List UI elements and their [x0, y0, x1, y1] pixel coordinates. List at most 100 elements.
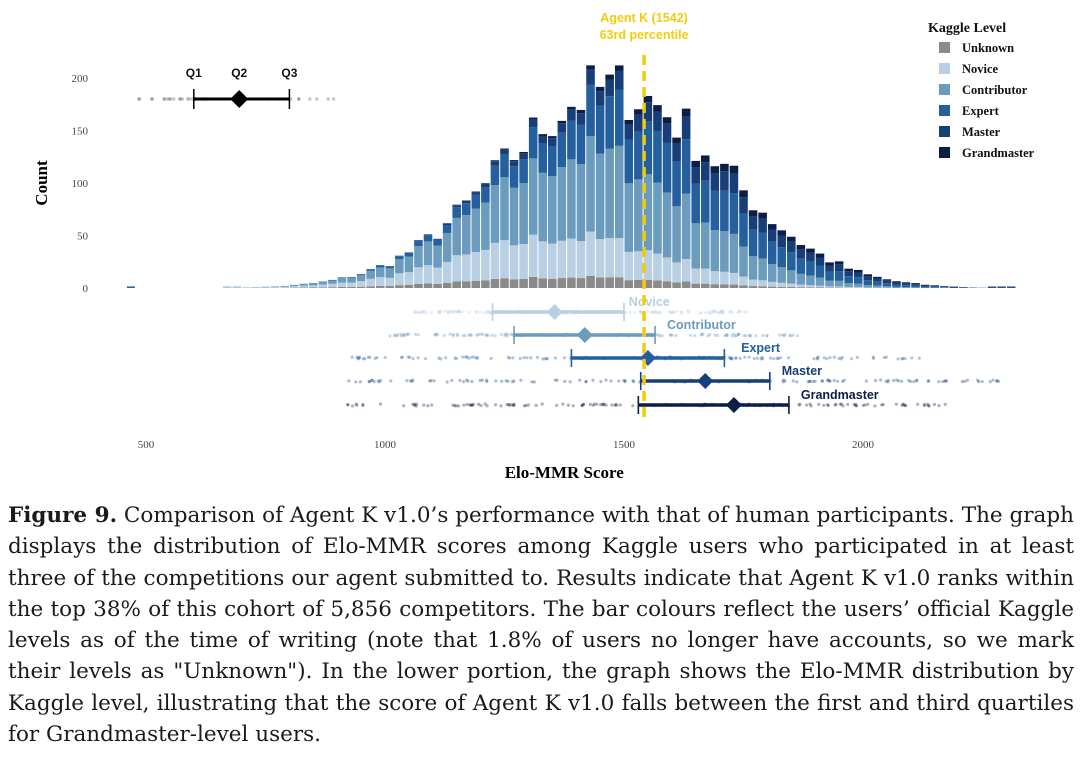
- histogram-bar-expert: [825, 271, 834, 281]
- boxplot-point-grandmaster: [922, 402, 926, 407]
- boxplot-point-contributor: [478, 332, 482, 336]
- histogram-bar-grandmaster: [748, 210, 758, 217]
- histogram-bar-unknown: [452, 281, 461, 288]
- boxplot-point-expert: [903, 356, 907, 361]
- histogram-bar-contributor: [337, 278, 347, 283]
- boxplot-point-grandmaster: [926, 403, 931, 408]
- boxplot-point-master: [884, 379, 888, 384]
- histogram-bar-expert: [605, 96, 614, 149]
- histogram-bar-unknown: [548, 278, 557, 288]
- boxplot-point-novice: [486, 310, 490, 314]
- boxplot-point-master: [912, 380, 916, 384]
- boxplot-point-novice: [412, 310, 416, 314]
- histogram-bar-novice: [787, 283, 796, 287]
- boxplot-point-expert: [775, 356, 779, 360]
- histogram-bar-contributor: [758, 258, 767, 281]
- boxplot-point-grandmaster: [507, 402, 511, 407]
- boxplot-point-contributor: [484, 333, 488, 337]
- boxplot-point-master: [584, 380, 588, 384]
- boxplot-point-contributor: [493, 334, 497, 338]
- boxplot-point-master: [347, 379, 351, 383]
- histogram-bar-master: [500, 149, 509, 155]
- boxplot-point-contributor: [416, 333, 420, 337]
- histogram-bar-unknown: [347, 286, 356, 288]
- histogram-bar-expert: [939, 287, 949, 288]
- histogram-bar-contributor: [232, 286, 242, 288]
- boxplot-point-expert: [760, 355, 764, 359]
- histogram-bar-expert: [844, 276, 853, 284]
- histogram-bar-contributor: [347, 277, 356, 283]
- histogram-bar-novice: [662, 257, 672, 282]
- overall-point: [169, 97, 173, 101]
- boxplot-point-novice: [672, 310, 676, 315]
- histogram-bar-contributor: [280, 285, 289, 287]
- boxplot-point-master: [599, 379, 603, 384]
- boxplot-point-expert: [855, 355, 859, 359]
- histogram-bar-master: [662, 123, 672, 143]
- boxplot-point-grandmaster: [457, 404, 461, 408]
- boxplot-point-novice: [485, 310, 489, 314]
- histogram-bar-unknown: [662, 281, 672, 288]
- boxplot-point-novice: [707, 310, 711, 315]
- boxplot-point-contributor: [761, 333, 765, 338]
- boxplot-point-novice: [420, 310, 424, 315]
- histogram-bar-expert: [423, 235, 433, 242]
- boxplot-median-marker-contributor: [576, 327, 593, 343]
- histogram-bar-grandmaster: [605, 74, 614, 80]
- histogram-bar-contributor: [681, 193, 691, 259]
- boxplot-point-novice: [489, 311, 493, 315]
- boxplot-point-master: [841, 379, 845, 384]
- histogram-bar-novice: [280, 286, 289, 288]
- boxplot-point-master: [943, 379, 947, 383]
- boxplot-point-novice: [728, 309, 732, 313]
- histogram-bar-master: [787, 241, 796, 253]
- boxplot-point-contributor: [765, 334, 769, 338]
- level-label-expert: Expert: [741, 341, 781, 355]
- boxplot-point-grandmaster: [483, 402, 487, 406]
- histogram-bar-novice: [739, 276, 748, 286]
- boxplot-point-contributor: [733, 334, 737, 338]
- histogram-bar-expert: [490, 165, 500, 186]
- boxplot-point-master: [553, 378, 557, 382]
- histogram-bar-expert: [519, 159, 528, 183]
- histogram-bar-contributor: [452, 217, 461, 256]
- boxplot-point-master: [963, 379, 967, 383]
- histogram-bar-expert: [509, 166, 519, 188]
- boxplot-point-contributor: [747, 334, 752, 338]
- boxplot-point-master: [450, 378, 454, 383]
- histogram-bar-grandmaster: [930, 285, 939, 286]
- boxplot-point-grandmaster: [873, 404, 877, 408]
- histogram-bar-expert: [404, 253, 414, 257]
- histogram-bar-unknown: [787, 286, 796, 288]
- histogram-bar-grandmaster: [853, 269, 863, 273]
- histogram-bar-expert: [815, 265, 825, 278]
- histogram-bar-grandmaster: [882, 279, 892, 281]
- histogram-bar-unknown: [643, 279, 653, 288]
- boxplot-point-grandmaster: [901, 403, 906, 407]
- histogram-bar-novice: [261, 287, 270, 288]
- boxplot-point-novice: [454, 310, 459, 314]
- boxplot-point-novice: [650, 310, 654, 314]
- boxplot-point-contributor: [399, 334, 403, 338]
- boxplot-point-grandmaster: [430, 403, 434, 407]
- boxplot-median-marker-master: [697, 373, 714, 389]
- boxplot-point-contributor: [744, 334, 748, 338]
- boxplot-point-master: [532, 380, 536, 384]
- boxplot-point-contributor: [405, 332, 409, 336]
- boxplot-point-expert: [545, 357, 549, 361]
- histogram-bar-expert: [777, 247, 787, 268]
- legend-label-novice: Novice: [962, 62, 999, 76]
- boxplot-point-novice: [686, 309, 690, 313]
- histogram-bar-contributor: [414, 246, 423, 268]
- histogram-bar-unknown: [691, 283, 700, 288]
- boxplot-point-novice: [742, 310, 746, 314]
- y-tick-label: 0: [83, 283, 89, 295]
- boxplot-point-master: [478, 378, 482, 383]
- boxplot-point-contributor: [448, 332, 452, 336]
- boxplot-point-novice: [744, 310, 748, 314]
- boxplot-point-grandmaster: [509, 403, 513, 407]
- boxplot-point-contributor: [783, 333, 787, 337]
- boxplot-point-grandmaster: [839, 402, 843, 406]
- boxplot-point-contributor: [434, 332, 438, 336]
